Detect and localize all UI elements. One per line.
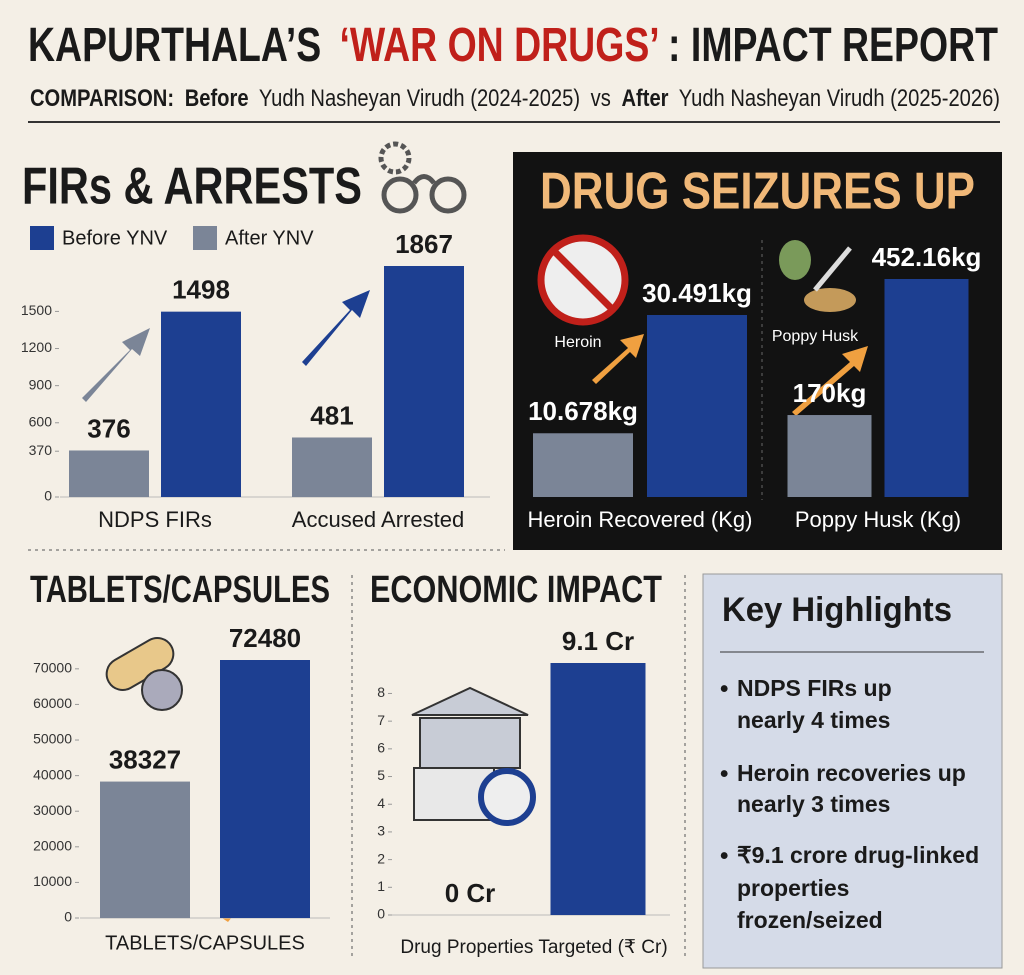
- value-label: 452.16kg: [872, 242, 982, 272]
- highlights-box: [702, 573, 1003, 969]
- legend-label: Before YNV: [62, 227, 168, 249]
- y-tick-label: 1500: [21, 302, 52, 318]
- bar: [787, 415, 872, 497]
- bar: [161, 311, 241, 497]
- bar: [100, 781, 190, 918]
- highlight-text: frozen/seized: [737, 907, 883, 933]
- highlight-text: ₹9.1 crore drug-linked: [737, 842, 979, 868]
- highlight-text: properties: [737, 875, 849, 901]
- subtitle-part: Yudh Nasheyan Virudh (2024-2025): [259, 85, 580, 112]
- highlight-text: NDPS FIRs up: [737, 675, 892, 701]
- value-label: 1867: [395, 229, 453, 259]
- y-tick-label: 900: [29, 376, 53, 392]
- heroin-icon: [537, 234, 629, 326]
- title-part: : IMPACT REPORT: [668, 19, 998, 72]
- bar: [384, 266, 464, 497]
- y-tick-label: 70000: [33, 660, 72, 676]
- y-tick-label: 2: [377, 850, 385, 866]
- y-tick-label: 40000: [33, 766, 72, 782]
- main-title: KAPURTHALA’S ‘WAR ON DRUGS’ : IMPACT REP…: [28, 19, 998, 72]
- value-label: 481: [310, 400, 353, 430]
- y-tick-label: 50000: [33, 731, 72, 747]
- y-tick-label: 600: [29, 413, 53, 429]
- y-tick-label: 3: [377, 823, 385, 839]
- icon-label: Heroin: [554, 334, 601, 351]
- subtitle-part: vs: [591, 85, 611, 112]
- value-label: 170kg: [793, 378, 867, 408]
- value-label: 376: [87, 413, 130, 443]
- highlights-title: Key Highlights: [722, 591, 952, 629]
- arrow-icon: [302, 290, 370, 366]
- chart-title: FIRs & ARRESTS: [22, 158, 362, 216]
- highlight-text: Heroin recoveries up: [737, 760, 966, 786]
- icon-label: Poppy Husk: [772, 328, 859, 345]
- value-label: 9.1 Cr: [562, 626, 634, 656]
- y-tick-label: 1: [377, 878, 385, 894]
- bar: [220, 660, 310, 918]
- subtitle-part: After: [621, 85, 668, 112]
- pill-icon: [105, 637, 183, 711]
- x-tick-label: NDPS FIRs: [98, 507, 212, 532]
- x-tick-label: Poppy Husk (Kg): [795, 507, 961, 532]
- highlight-text: nearly 4 times: [737, 707, 890, 733]
- handcuff-icon: [378, 141, 467, 214]
- x-tick-label: TABLETS/CAPSULES: [105, 932, 305, 954]
- poppy-icon: [779, 240, 856, 312]
- y-tick-label: 30000: [33, 802, 72, 818]
- y-tick-label: 20000: [33, 838, 72, 854]
- value-label: 30.491kg: [642, 278, 752, 308]
- bar: [884, 279, 969, 497]
- arrow-icon: [82, 328, 150, 402]
- value-label: 72480: [229, 623, 301, 653]
- chart-title: TABLETS/CAPSULES: [30, 569, 330, 611]
- value-label: 10.678kg: [528, 396, 638, 426]
- y-tick-label: 4: [377, 795, 385, 811]
- x-tick-label: Drug Properties Targeted (₹ Cr): [400, 937, 667, 958]
- y-tick-label: 0: [377, 906, 385, 922]
- bullet: •: [720, 842, 728, 869]
- chart-title: ECONOMIC IMPACT: [370, 569, 662, 611]
- y-tick-label: 60000: [33, 695, 72, 711]
- y-tick-label: 5: [377, 767, 385, 783]
- x-tick-label: Heroin Recovered (Kg): [528, 507, 753, 532]
- y-tick-label: 7: [377, 712, 385, 728]
- value-label: 1498: [172, 275, 230, 305]
- y-tick-label: 6: [377, 740, 385, 756]
- bullet: •: [720, 760, 728, 787]
- bar: [533, 433, 633, 497]
- bank-icon: [411, 686, 536, 826]
- bar: [292, 437, 372, 497]
- y-tick-label: 1200: [21, 339, 52, 355]
- y-tick-label: 8: [377, 684, 385, 700]
- y-tick-label: 0: [44, 488, 52, 504]
- value-label: 38327: [109, 744, 181, 774]
- subtitle: COMPARISON: Before Yudh Nasheyan Virudh …: [30, 85, 1000, 112]
- legend-swatch: [30, 226, 54, 250]
- highlight-text: nearly 3 times: [737, 791, 890, 817]
- legend-swatch: [193, 226, 217, 250]
- value-label: 0 Cr: [445, 878, 496, 908]
- y-tick-label: 10000: [33, 873, 72, 889]
- chart-title: DRUG SEIZURES UP: [540, 163, 975, 221]
- x-tick-label: Accused Arrested: [292, 507, 464, 532]
- y-tick-label: 370: [29, 442, 53, 458]
- bar: [647, 315, 747, 497]
- legend-label: After YNV: [225, 227, 314, 249]
- title-part: ‘WAR ON DRUGS’: [339, 19, 657, 72]
- subtitle-part: Yudh Nasheyan Virudh (2025-2026): [679, 85, 1000, 112]
- y-tick-label: 0: [64, 909, 72, 925]
- arrow-icon: [792, 346, 868, 416]
- bar: [550, 663, 646, 915]
- subtitle-part: Before: [185, 85, 249, 112]
- bullet: •: [720, 675, 728, 702]
- subtitle-part: COMPARISON:: [30, 85, 174, 112]
- bar: [69, 450, 149, 497]
- arrow-icon: [592, 334, 644, 384]
- title-part: KAPURTHALA’S: [28, 19, 321, 72]
